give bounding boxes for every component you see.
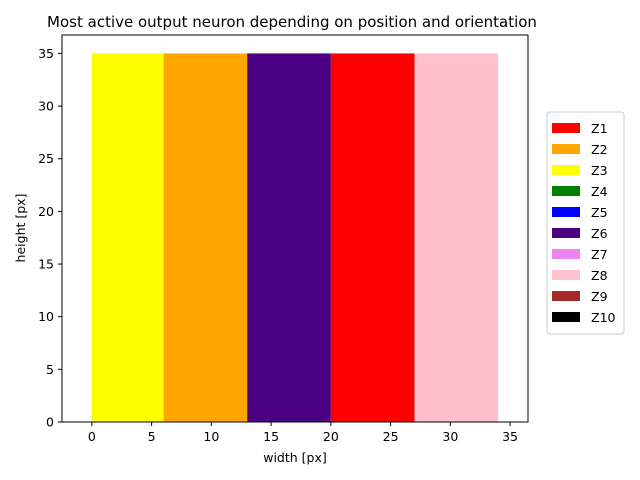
legend-label-z2: Z2 bbox=[591, 142, 608, 157]
legend-swatch-z7 bbox=[552, 249, 580, 259]
legend-swatch-z3 bbox=[552, 165, 580, 175]
x-tick-label: 25 bbox=[383, 429, 399, 444]
plot-area bbox=[91, 53, 499, 423]
legend-label-z5: Z5 bbox=[591, 205, 608, 220]
legend-label-z6: Z6 bbox=[591, 226, 608, 241]
legend-swatch-z1 bbox=[552, 123, 580, 133]
x-axis: 0 5 10 15 20 25 30 35 bbox=[88, 422, 518, 444]
legend-label-z9: Z9 bbox=[591, 289, 608, 304]
y-tick-label: 5 bbox=[46, 362, 54, 377]
region-z2 bbox=[163, 53, 248, 423]
x-tick-label: 15 bbox=[263, 429, 279, 444]
region-z3 bbox=[91, 53, 164, 423]
x-tick-label: 35 bbox=[502, 429, 518, 444]
x-tick-label: 0 bbox=[88, 429, 96, 444]
legend-swatch-z5 bbox=[552, 207, 580, 217]
legend-swatch-z2 bbox=[552, 144, 580, 154]
legend-label-z4: Z4 bbox=[591, 184, 608, 199]
x-tick-label: 5 bbox=[148, 429, 156, 444]
legend-swatch-z4 bbox=[552, 186, 580, 196]
y-tick-label: 20 bbox=[38, 204, 54, 219]
chart-title: Most active output neuron depending on p… bbox=[47, 13, 537, 31]
y-axis: 0 5 10 15 20 25 30 35 bbox=[38, 46, 62, 430]
legend-swatch-z6 bbox=[552, 228, 580, 238]
y-tick-label: 30 bbox=[38, 99, 54, 114]
y-axis-label: height [px] bbox=[13, 194, 28, 263]
legend-label-z1: Z1 bbox=[591, 121, 608, 136]
axes-frame bbox=[61, 34, 529, 423]
x-tick-label: 10 bbox=[203, 429, 219, 444]
legend-swatch-z9 bbox=[552, 291, 580, 301]
y-tick-label: 15 bbox=[38, 257, 54, 272]
legend-label-z8: Z8 bbox=[591, 268, 608, 283]
x-tick-label: 30 bbox=[442, 429, 458, 444]
y-tick-label: 35 bbox=[38, 46, 54, 61]
y-tick-label: 0 bbox=[46, 415, 54, 430]
legend-swatch-z8 bbox=[552, 270, 580, 280]
legend-label-z7: Z7 bbox=[591, 247, 608, 262]
region-z6 bbox=[247, 53, 331, 423]
legend-label-z3: Z3 bbox=[591, 163, 608, 178]
x-tick-label: 20 bbox=[323, 429, 339, 444]
y-tick-label: 10 bbox=[38, 309, 54, 324]
y-tick-label: 25 bbox=[38, 151, 54, 166]
region-z1 bbox=[330, 53, 415, 423]
x-axis-label: width [px] bbox=[263, 450, 327, 465]
legend: Z1 Z2 Z3 Z4 Z5 Z6 Z7 Z8 Z9 Z10 bbox=[546, 111, 625, 335]
legend-swatch-z10 bbox=[552, 312, 580, 322]
region-z8 bbox=[414, 53, 499, 423]
legend-label-z10: Z10 bbox=[591, 310, 616, 325]
